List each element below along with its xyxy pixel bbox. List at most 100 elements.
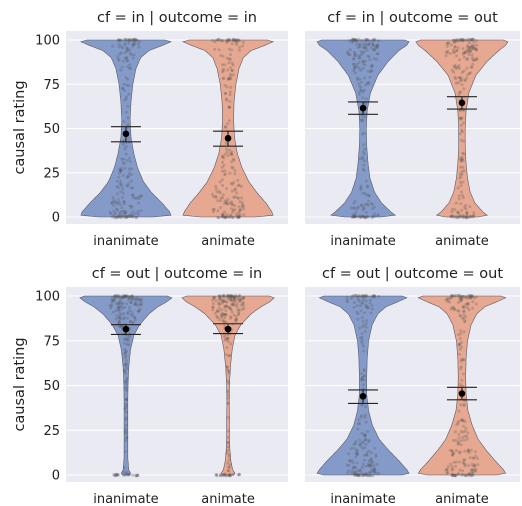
data-point	[130, 204, 133, 208]
data-point	[131, 193, 134, 197]
data-point	[459, 184, 463, 188]
data-point	[226, 293, 230, 298]
data-point	[137, 45, 141, 49]
data-point	[452, 40, 456, 44]
data-point	[352, 215, 356, 219]
data-point	[227, 453, 231, 457]
data-point	[474, 454, 478, 458]
data-point	[131, 195, 135, 199]
data-point	[364, 39, 368, 43]
data-point	[129, 294, 133, 299]
data-point	[464, 426, 468, 430]
data-point	[136, 209, 140, 213]
data-point	[445, 468, 449, 472]
data-point	[227, 294, 231, 298]
data-point	[135, 473, 139, 477]
data-point	[354, 54, 358, 58]
data-point	[355, 453, 359, 457]
data-point	[117, 319, 121, 323]
data-point	[456, 472, 460, 476]
data-point	[226, 469, 230, 473]
data-point	[125, 59, 129, 63]
data-point	[371, 473, 375, 478]
data-point	[118, 300, 122, 304]
data-point	[226, 333, 230, 337]
data-point	[463, 205, 466, 209]
data-point	[228, 473, 232, 477]
data-point	[121, 301, 125, 305]
data-point	[474, 295, 478, 299]
data-point	[372, 470, 376, 473]
data-point	[117, 295, 120, 299]
data-point	[365, 214, 369, 218]
y-tick-label: 25	[43, 166, 60, 181]
data-point	[123, 347, 127, 351]
data-point	[468, 214, 472, 219]
mean-marker	[224, 134, 232, 142]
x-tick-label: inanimate	[330, 234, 395, 249]
data-point	[347, 469, 351, 473]
data-point	[458, 116, 462, 120]
data-point	[233, 195, 237, 199]
data-point	[370, 304, 374, 308]
data-point	[373, 467, 377, 471]
data-point	[118, 167, 122, 171]
data-point	[363, 433, 367, 437]
data-point	[459, 202, 463, 206]
data-point	[463, 50, 467, 54]
data-point	[466, 302, 470, 306]
data-point	[212, 295, 216, 299]
data-point	[456, 186, 460, 190]
data-point	[138, 302, 141, 306]
data-point	[113, 474, 117, 478]
data-point	[362, 433, 366, 437]
data-point	[372, 469, 376, 473]
data-point	[360, 316, 364, 320]
data-point	[123, 369, 126, 373]
data-point	[367, 199, 371, 203]
data-point	[125, 436, 129, 440]
data-point	[364, 97, 368, 101]
data-point	[365, 451, 369, 454]
data-point	[364, 299, 368, 303]
data-point	[356, 205, 360, 209]
data-point	[467, 451, 471, 454]
data-point	[370, 216, 374, 220]
data-point	[469, 45, 473, 49]
data-point	[452, 215, 456, 219]
data-point	[123, 427, 127, 431]
data-point	[357, 60, 361, 64]
data-point	[224, 141, 228, 145]
data-point	[117, 45, 121, 49]
data-point	[224, 474, 228, 478]
data-point	[223, 152, 227, 156]
data-point	[361, 45, 365, 49]
data-point	[117, 294, 121, 298]
x-tick-label: animate	[201, 234, 255, 249]
data-point	[360, 38, 364, 42]
data-point	[214, 195, 218, 199]
data-point	[125, 56, 129, 60]
data-point	[460, 473, 464, 477]
data-point	[360, 471, 364, 475]
data-point	[127, 182, 131, 186]
data-point	[361, 462, 365, 466]
data-point	[220, 215, 224, 219]
data-point	[457, 211, 461, 215]
data-point	[114, 211, 118, 215]
data-point	[372, 294, 376, 298]
data-point	[471, 58, 475, 62]
data-point	[355, 449, 359, 453]
data-point	[226, 68, 230, 72]
data-point	[218, 318, 221, 322]
data-point	[125, 377, 129, 381]
data-point	[444, 468, 448, 472]
data-point	[119, 38, 123, 43]
data-point	[470, 468, 474, 472]
data-point	[470, 65, 474, 69]
data-point	[361, 167, 365, 171]
data-point	[134, 473, 138, 478]
data-point	[224, 125, 228, 129]
data-point	[463, 458, 466, 462]
